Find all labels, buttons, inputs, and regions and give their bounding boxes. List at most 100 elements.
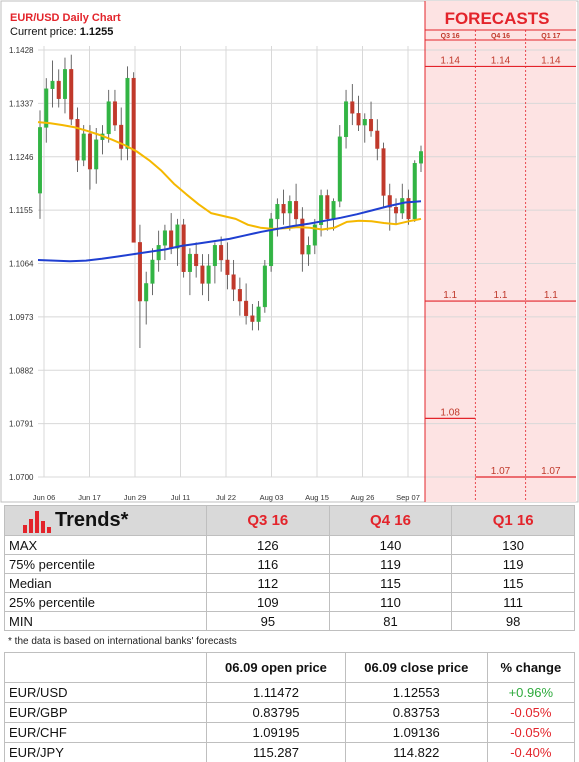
y-tick-label: 1.1155 [9, 206, 33, 215]
candle-body [362, 119, 367, 126]
candle-body [150, 259, 155, 284]
trends-row-label: 25% percentile [4, 592, 207, 612]
candle-body [112, 101, 117, 126]
trends-row-label: 75% percentile [4, 554, 207, 574]
forecast-level-label: 1.14 [541, 55, 561, 66]
percent-change: -0.05% [486, 722, 576, 743]
candle-body [181, 224, 186, 272]
trends-header-cell: Trends* [4, 505, 207, 536]
trends-cell: 119 [451, 554, 575, 574]
trends-row-label: MAX [4, 535, 207, 555]
trends-cell: 116 [206, 554, 330, 574]
trends-row: Median 112 115 115 [4, 573, 575, 593]
candle-body [356, 113, 361, 126]
candle-body [119, 124, 124, 149]
candle-body [250, 315, 255, 322]
candle-body [287, 201, 292, 214]
candle-body [137, 242, 142, 302]
open-price: 1.09195 [206, 722, 346, 743]
trends-row: MIN 95 81 98 [4, 611, 575, 631]
x-tick-label: Aug 26 [351, 493, 375, 502]
candle-body [94, 139, 99, 170]
candle-body [125, 77, 130, 149]
trends-header-row: Trends* Q3 16 Q4 16 Q1 16 [4, 505, 575, 536]
x-tick-label: Jul 22 [216, 493, 236, 502]
trends-row: 75% percentile 116 119 119 [4, 554, 575, 574]
candle-body [38, 127, 43, 194]
candle-body [419, 151, 424, 164]
candle-body [56, 80, 61, 99]
close-price: 114.822 [344, 742, 488, 762]
x-tick-label: Jun 06 [33, 493, 56, 502]
candle-body [375, 130, 380, 149]
pair-label: EUR/JPY [4, 742, 207, 762]
trends-cell: 109 [206, 592, 330, 612]
forecast-col-header: Q3 16 [441, 33, 460, 40]
trends-cell: 119 [328, 554, 453, 574]
candle-body [81, 133, 86, 161]
prices-header-empty [4, 652, 207, 683]
y-tick-label: 1.1428 [9, 46, 34, 55]
candle-body [300, 218, 305, 255]
trends-col-header: Q3 16 [206, 505, 330, 536]
candle-body [406, 198, 411, 220]
trends-row: MAX 126 140 130 [4, 535, 575, 555]
candle-body [62, 69, 67, 99]
candle-body [162, 230, 167, 246]
open-price: 0.83795 [206, 702, 346, 723]
prices-table: 06.09 open price 06.09 close price % cha… [4, 652, 576, 762]
candle-body [394, 206, 399, 214]
trends-cell: 115 [328, 573, 453, 593]
close-price: 0.83753 [344, 702, 488, 723]
ma-blue-line [37, 200, 422, 263]
ma-yellow-line [37, 121, 422, 231]
forecast-level-label: 1.1 [494, 290, 508, 301]
candle-body [175, 224, 180, 249]
prices-col-header: 06.09 open price [206, 652, 346, 683]
trends-footnote: * the data is based on international ban… [8, 636, 237, 647]
candle-body [281, 204, 286, 214]
forecast-col-header: Q4 16 [491, 33, 510, 40]
candle-body [194, 253, 199, 267]
forecast-levels: Q3 16 Q4 16 Q1 17 1.14 1.14 1.14 1.1 1.1 1.1 1.08… [424, 1, 576, 502]
forecast-col-header: Q1 17 [541, 33, 560, 40]
x-tick-label: Jul 11 [171, 493, 190, 502]
forecast-level-label: 1.14 [491, 55, 511, 66]
percent-change: -0.05% [486, 702, 576, 723]
trends-cell: 81 [328, 611, 453, 631]
candle-body [131, 77, 136, 243]
candle-body [256, 306, 261, 322]
forecast-level-label: 1.07 [541, 466, 561, 477]
candle-body [369, 119, 374, 132]
forecast-level-label: 1.1 [443, 290, 457, 301]
candle-body [219, 245, 224, 261]
current-price-value: 1.1255 [80, 26, 114, 38]
percent-change: -0.40% [486, 742, 576, 762]
trends-table: Trends* Q3 16 Q4 16 Q1 16 MAX 126 140 13… [4, 505, 575, 631]
prices-row: EUR/GBP 0.83795 0.83753 -0.05% [4, 702, 576, 723]
trends-cell: 95 [206, 611, 330, 631]
y-tick-label: 1.0973 [9, 313, 34, 322]
candle-body [275, 204, 280, 220]
candle-body [331, 201, 336, 220]
candle-body [187, 253, 192, 272]
trends-col-header: Q1 16 [451, 505, 575, 536]
forecast-level-label: 1.14 [440, 55, 460, 66]
forecast-level-label: 1.1 [544, 290, 558, 301]
candle-body [381, 148, 386, 196]
candle-body [206, 265, 211, 284]
candle-body [337, 136, 342, 202]
open-price: 1.11472 [206, 682, 346, 703]
candle-body [212, 245, 217, 267]
candle-body [231, 274, 236, 290]
prices-header-row: 06.09 open price 06.09 close price % cha… [4, 652, 576, 683]
trends-cell: 110 [328, 592, 453, 612]
candle-body [44, 88, 49, 128]
candle-body [244, 300, 249, 316]
y-tick-label: 1.1337 [9, 99, 34, 108]
candle-body [144, 283, 149, 302]
trends-cell: 130 [451, 535, 575, 555]
x-tick-label: Jun 29 [124, 493, 147, 502]
x-tick-label: Aug 15 [305, 493, 329, 502]
x-tick-label: Sep 07 [396, 493, 420, 502]
